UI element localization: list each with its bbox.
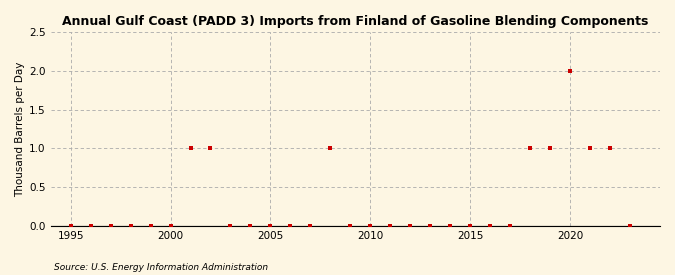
Point <box>225 224 236 228</box>
Point <box>185 146 196 150</box>
Point <box>425 224 435 228</box>
Point <box>465 224 476 228</box>
Point <box>385 224 396 228</box>
Point <box>245 224 256 228</box>
Point <box>505 224 516 228</box>
Point <box>65 224 76 228</box>
Y-axis label: Thousand Barrels per Day: Thousand Barrels per Day <box>15 61 25 197</box>
Point <box>265 224 276 228</box>
Title: Annual Gulf Coast (PADD 3) Imports from Finland of Gasoline Blending Components: Annual Gulf Coast (PADD 3) Imports from … <box>62 15 649 28</box>
Point <box>485 224 495 228</box>
Point <box>345 224 356 228</box>
Point <box>145 224 156 228</box>
Point <box>125 224 136 228</box>
Point <box>565 68 576 73</box>
Point <box>445 224 456 228</box>
Text: Source: U.S. Energy Information Administration: Source: U.S. Energy Information Administ… <box>54 263 268 272</box>
Point <box>365 224 376 228</box>
Point <box>605 146 616 150</box>
Point <box>524 146 535 150</box>
Point <box>545 146 556 150</box>
Point <box>585 146 595 150</box>
Point <box>624 224 635 228</box>
Point <box>285 224 296 228</box>
Point <box>165 224 176 228</box>
Point <box>205 146 216 150</box>
Point <box>325 146 335 150</box>
Point <box>105 224 116 228</box>
Point <box>85 224 96 228</box>
Point <box>405 224 416 228</box>
Point <box>305 224 316 228</box>
